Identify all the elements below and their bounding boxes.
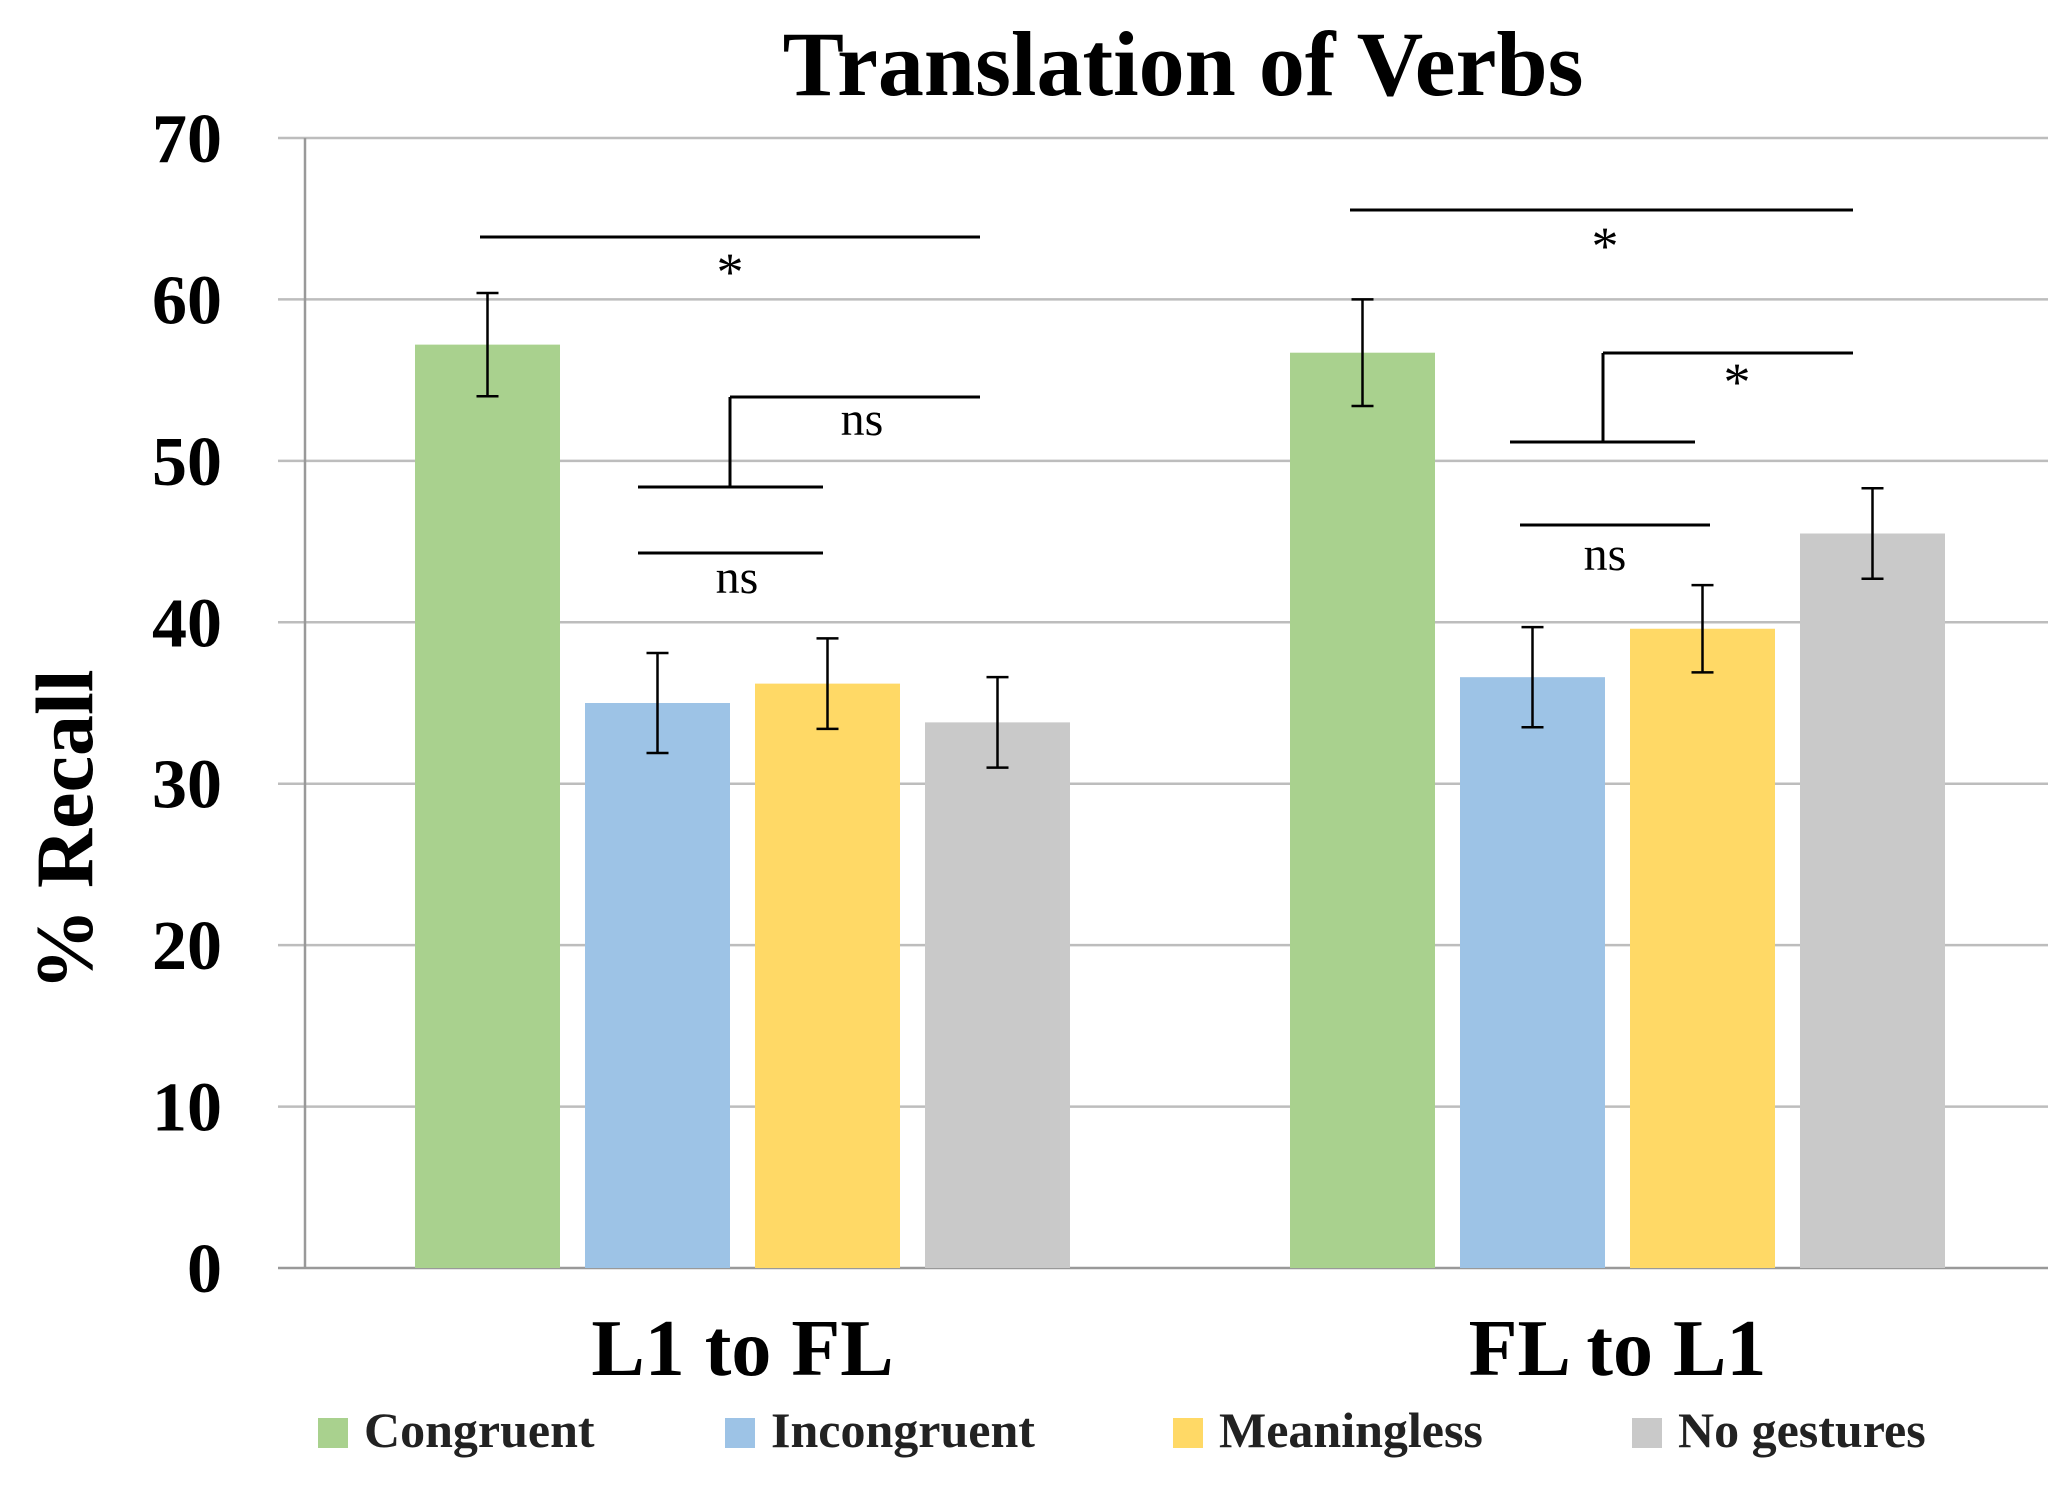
sig-star-fl-main: * — [1592, 216, 1619, 276]
bar-no-gestures-2 — [1800, 533, 1945, 1268]
bar-meaningless-1 — [755, 683, 900, 1268]
y-tick-label: 50 — [152, 424, 222, 501]
bars — [415, 344, 1945, 1269]
bar-incongruent-2 — [1460, 677, 1605, 1268]
error-bars — [476, 291, 1884, 769]
gridlines — [278, 136, 2048, 1270]
y-tick-label: 20 — [152, 908, 222, 985]
sig-star-fl-bracket: * — [1724, 352, 1751, 412]
legend-item: Meaningless — [1173, 1402, 1483, 1458]
y-tick-label: 70 — [152, 101, 222, 178]
legend-label: Congruent — [364, 1402, 595, 1458]
legend-item: No gestures — [1632, 1402, 1926, 1458]
chart-title: Translation of Verbs — [783, 13, 1584, 115]
sig-ns-l1-upper: ns — [841, 393, 884, 446]
sig-star-l1-main: * — [717, 242, 744, 302]
legend-item: Incongruent — [725, 1402, 1035, 1458]
bar-congruent-1 — [415, 344, 560, 1269]
legend-swatch — [1173, 1418, 1203, 1448]
x-tick-labels: L1 to FL FL to L1 — [591, 1305, 1766, 1393]
legend-label: Incongruent — [771, 1402, 1035, 1458]
legend-swatch — [1632, 1418, 1662, 1448]
bar-no-gestures-1 — [925, 722, 1070, 1268]
legend-item: Congruent — [318, 1402, 595, 1458]
x-tick-label: FL to L1 — [1469, 1305, 1767, 1393]
legend-label: No gestures — [1678, 1402, 1926, 1458]
bar-meaningless-2 — [1630, 628, 1775, 1268]
y-tick-label: 30 — [152, 747, 222, 824]
y-tick-label: 40 — [152, 585, 222, 662]
legend-label: Meaningless — [1219, 1402, 1483, 1458]
y-tick-label: 10 — [152, 1070, 222, 1147]
y-tick-label: 0 — [187, 1231, 222, 1308]
significance-annotations: * ns ns * * ns — [480, 208, 1853, 604]
bar-incongruent-1 — [585, 703, 730, 1268]
sig-ns-l1-lower: ns — [716, 551, 759, 604]
legend: Congruent Incongruent Meaningless No gestur… — [318, 1402, 1926, 1458]
y-tick-label: 60 — [152, 262, 222, 339]
legend-swatch — [725, 1418, 755, 1448]
y-axis-label: % Recall — [19, 669, 110, 990]
y-tick-labels: 0 10 20 30 40 50 60 70 — [152, 101, 222, 1308]
x-tick-label: L1 to FL — [591, 1305, 893, 1393]
sig-ns-fl: ns — [1584, 528, 1627, 581]
bar-congruent-2 — [1290, 352, 1435, 1268]
legend-swatch — [318, 1418, 348, 1448]
